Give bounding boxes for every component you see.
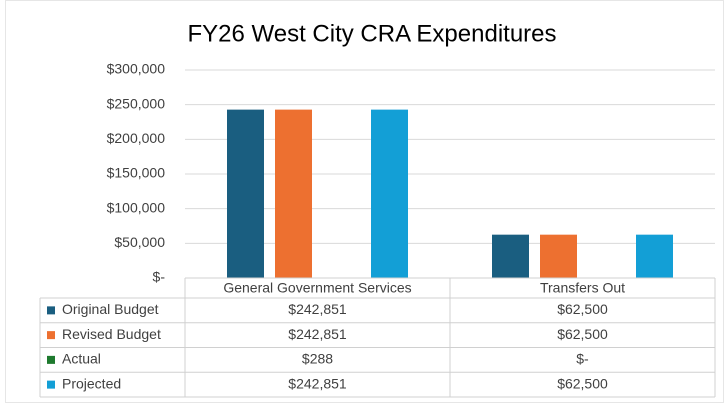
bar xyxy=(636,234,673,278)
legend-label: Projected xyxy=(62,375,121,391)
legend-label: Actual xyxy=(62,351,101,367)
x-tick-label: General Government Services xyxy=(223,280,411,296)
table-value: $62,500 xyxy=(557,375,608,391)
y-tick-label: $50,000 xyxy=(114,234,165,250)
y-tick-label: $200,000 xyxy=(107,130,166,146)
chart-title: FY26 West City CRA Expenditures xyxy=(187,20,556,47)
y-tick-label: $300,000 xyxy=(107,61,166,77)
y-tick-label: $100,000 xyxy=(107,199,166,215)
table-value: $242,851 xyxy=(288,326,347,342)
table-value: $- xyxy=(576,351,589,367)
bar xyxy=(227,109,264,278)
table-value: $288 xyxy=(302,351,333,367)
table-value: $242,851 xyxy=(288,301,347,317)
legend-swatch xyxy=(47,380,55,389)
y-tick-label: $250,000 xyxy=(107,95,166,111)
legend-swatch xyxy=(47,306,55,315)
legend-swatch xyxy=(47,355,55,364)
bar xyxy=(540,234,577,278)
bar xyxy=(492,234,529,278)
bar xyxy=(371,109,408,278)
table-value: $62,500 xyxy=(557,301,608,317)
legend-label: Original Budget xyxy=(62,301,159,317)
legend-swatch xyxy=(47,331,55,340)
table-value: $242,851 xyxy=(288,375,347,391)
bar xyxy=(275,109,312,278)
legend-label: Revised Budget xyxy=(62,326,161,342)
x-tick-label: Transfers Out xyxy=(540,280,625,296)
y-tick-label: $- xyxy=(153,269,166,285)
y-tick-label: $150,000 xyxy=(107,165,166,181)
table-value: $62,500 xyxy=(557,326,608,342)
